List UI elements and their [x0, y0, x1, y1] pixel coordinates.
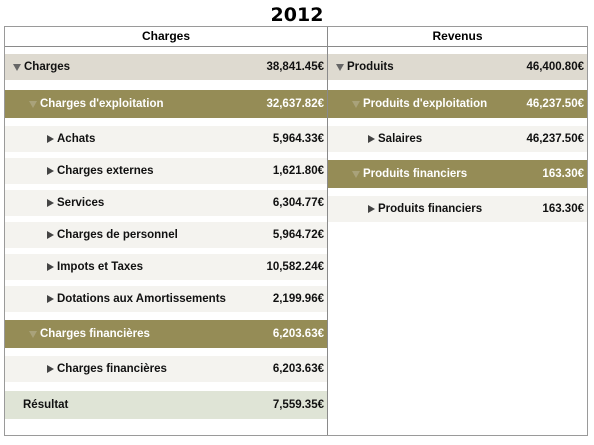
row-amount: 46,237.50€ — [526, 133, 584, 145]
collapsed-triangle-icon[interactable] — [47, 365, 54, 373]
row-amount: 1,621.80€ — [272, 165, 324, 177]
charges-column: Charges Charges 38,841.45€ Charges d'exp… — [5, 27, 327, 435]
row-label: Charges financières — [40, 328, 150, 340]
charges-item-row-externes[interactable]: Charges externes 1,621.80€ — [5, 158, 327, 184]
charges-item-row-financieres[interactable]: Charges financières 6,203.63€ — [5, 356, 327, 382]
row-amount: 38,841.45€ — [266, 61, 324, 73]
expanded-triangle-icon[interactable] — [352, 100, 360, 108]
row-amount: 10,582.24€ — [266, 261, 324, 273]
charges-total-row[interactable]: Charges 38,841.45€ — [5, 54, 327, 80]
collapsed-triangle-icon[interactable] — [47, 263, 54, 271]
row-amount: 6,304.77€ — [272, 197, 324, 209]
row-amount: 2,199.96€ — [272, 293, 324, 305]
charges-item-row-impots[interactable]: Impots et Taxes 10,582.24€ — [5, 254, 327, 280]
expanded-triangle-icon[interactable] — [29, 330, 37, 338]
collapsed-triangle-icon[interactable] — [368, 135, 375, 143]
collapsed-triangle-icon[interactable] — [47, 167, 54, 175]
row-amount: 5,964.33€ — [272, 133, 324, 145]
expanded-triangle-icon[interactable] — [336, 63, 344, 71]
collapsed-triangle-icon[interactable] — [47, 135, 54, 143]
charges-financieres-row[interactable]: Charges financières 6,203.63€ — [5, 320, 327, 348]
produits-item-row-financiers[interactable]: Produits financiers 163.30€ — [328, 196, 587, 222]
collapsed-triangle-icon[interactable] — [47, 295, 54, 303]
row-label: Charges financières — [57, 363, 167, 375]
row-label: Produits — [347, 61, 394, 73]
produits-item-row-salaires[interactable]: Salaires 46,237.50€ — [328, 126, 587, 152]
row-label: Dotations aux Amortissements — [57, 293, 226, 305]
charges-column-header[interactable]: Charges — [5, 27, 327, 47]
charges-item-row-personnel[interactable]: Charges de personnel 5,964.72€ — [5, 222, 327, 248]
row-label: Résultat — [23, 399, 69, 411]
row-label: Produits financiers — [363, 168, 468, 180]
produits-exploitation-row[interactable]: Produits d'exploitation 46,237.50€ — [328, 90, 587, 118]
row-label: Produits financiers — [378, 203, 483, 215]
row-amount: 7,559.35€ — [272, 399, 324, 411]
row-label: Charges — [24, 61, 71, 73]
revenus-column-header[interactable]: Revenus — [328, 27, 587, 47]
produits-total-row[interactable]: Produits 46,400.80€ — [328, 54, 587, 80]
collapsed-triangle-icon[interactable] — [368, 205, 375, 213]
row-amount: 163.30€ — [542, 168, 584, 180]
resultat-row[interactable]: Résultat 7,559.35€ — [5, 391, 327, 419]
row-amount: 32,637.82€ — [266, 98, 324, 110]
expanded-triangle-icon[interactable] — [13, 63, 21, 71]
charges-item-row-achats[interactable]: Achats 5,964.33€ — [5, 126, 327, 152]
row-label: Charges d'exploitation — [40, 98, 164, 110]
row-label: Impots et Taxes — [57, 261, 144, 273]
collapsed-triangle-icon[interactable] — [47, 231, 54, 239]
row-label: Charges externes — [57, 165, 154, 177]
expanded-triangle-icon[interactable] — [29, 100, 37, 108]
row-amount: 5,964.72€ — [272, 229, 324, 241]
row-amount: 46,400.80€ — [526, 61, 584, 73]
year-title: 2012 — [270, 4, 324, 26]
charges-item-row-dotations[interactable]: Dotations aux Amortissements 2,199.96€ — [5, 286, 327, 312]
income-statement-table: Charges Charges 38,841.45€ Charges d'exp… — [4, 26, 588, 436]
charges-item-row-services[interactable]: Services 6,304.77€ — [5, 190, 327, 216]
row-label: Salaires — [378, 133, 423, 145]
produits-financiers-row[interactable]: Produits financiers 163.30€ — [328, 160, 587, 188]
row-label: Produits d'exploitation — [363, 98, 488, 110]
row-amount: 46,237.50€ — [526, 98, 584, 110]
row-label: Services — [57, 197, 105, 209]
row-label: Charges de personnel — [57, 229, 178, 241]
row-amount: 6,203.63€ — [272, 363, 324, 375]
revenus-column: Revenus Produits 46,400.80€ Produits d'e… — [327, 27, 587, 435]
charges-exploitation-row[interactable]: Charges d'exploitation 32,637.82€ — [5, 90, 327, 118]
row-amount: 163.30€ — [542, 203, 584, 215]
row-label: Achats — [57, 133, 96, 145]
collapsed-triangle-icon[interactable] — [47, 199, 54, 207]
row-amount: 6,203.63€ — [272, 328, 324, 340]
expanded-triangle-icon[interactable] — [352, 170, 360, 178]
